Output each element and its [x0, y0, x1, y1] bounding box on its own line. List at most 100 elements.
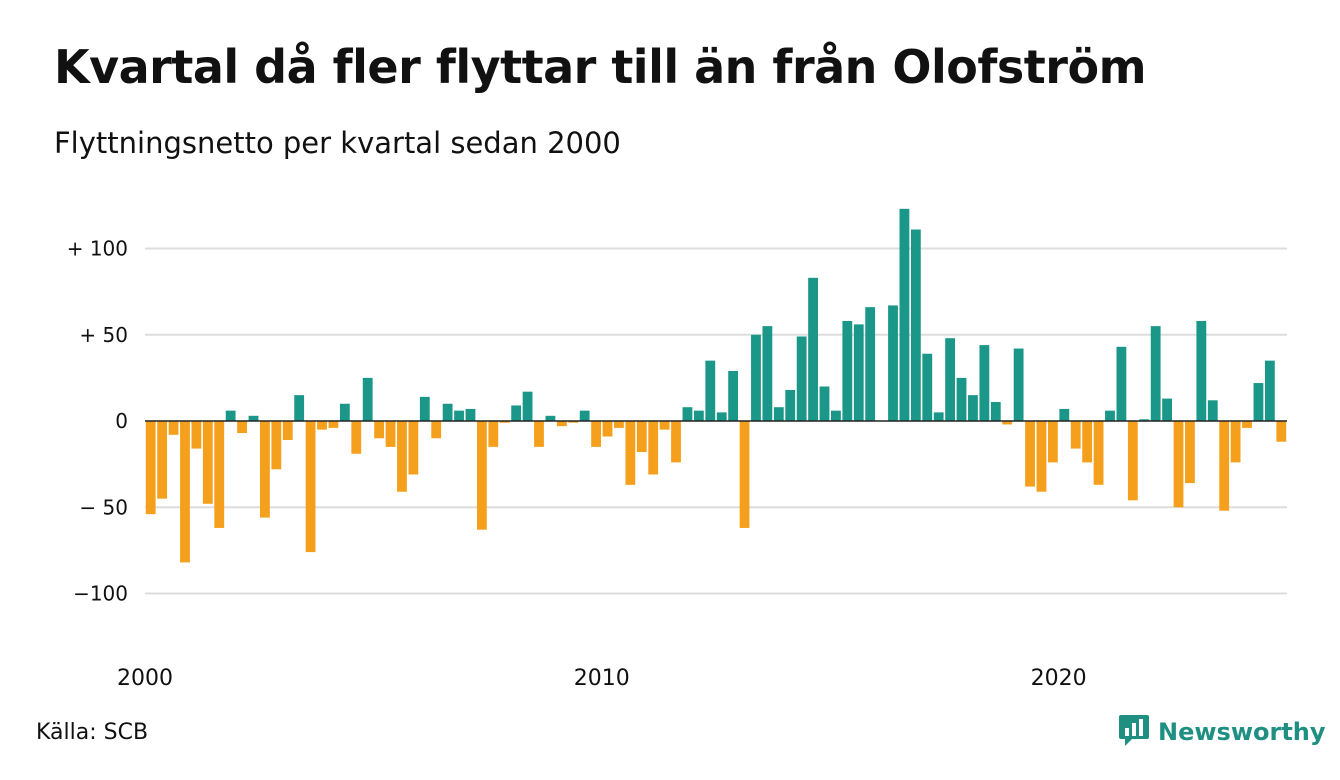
bar [1150, 326, 1161, 422]
bar [716, 412, 727, 422]
bar [191, 421, 202, 449]
bar [979, 345, 990, 421]
bar [499, 421, 510, 423]
bar [237, 421, 247, 434]
bar [865, 307, 876, 421]
bar [1116, 346, 1127, 421]
bar [922, 353, 933, 421]
brand-name: Newsworthy [1158, 718, 1326, 746]
bar [431, 421, 442, 439]
bars [145, 208, 1287, 563]
bar [180, 421, 190, 563]
bar [1105, 410, 1115, 421]
x-tick-label: 2010 [574, 666, 630, 691]
x-axis-ticks: 2000 2010 2020 [117, 666, 1087, 691]
bar [1059, 408, 1070, 422]
bar [1162, 398, 1172, 421]
source-note: Källa: SCB [36, 720, 149, 745]
bar [751, 334, 761, 421]
bar [157, 421, 168, 499]
bar [271, 421, 282, 470]
bar [545, 415, 556, 421]
bar [990, 402, 1001, 422]
bar [762, 326, 773, 422]
bar [522, 391, 533, 422]
bar [1276, 421, 1287, 442]
bar [1242, 421, 1252, 428]
bar [1093, 421, 1104, 485]
bar [968, 395, 978, 422]
bar [1082, 421, 1093, 463]
bar [796, 336, 807, 421]
bar [442, 403, 453, 421]
bar [294, 395, 305, 422]
bar [374, 421, 385, 439]
bar [899, 208, 910, 421]
bar [362, 377, 373, 422]
bar [397, 421, 407, 492]
bar [385, 421, 396, 447]
bar [1025, 421, 1035, 487]
bar [945, 338, 956, 421]
bar [1036, 421, 1047, 492]
bar [614, 421, 624, 428]
bar [339, 403, 350, 421]
bar [511, 405, 522, 421]
bar [831, 410, 841, 421]
bar [1207, 400, 1218, 421]
bar [579, 410, 590, 421]
bar [659, 421, 670, 430]
bar [1230, 421, 1241, 463]
bar [488, 421, 499, 447]
bar [693, 410, 704, 421]
y-tick-label: + 50 [79, 323, 128, 347]
x-tick-label: 2020 [1031, 666, 1087, 691]
bar [214, 421, 225, 528]
bar [1013, 348, 1024, 421]
newsworthy-logo[interactable]: Newsworthy [1118, 713, 1326, 751]
bar [476, 421, 487, 530]
bar [636, 421, 647, 453]
bar [248, 415, 259, 421]
bar [419, 396, 430, 421]
y-axis-ticks: + 100 + 50 0 − 50 −100 [67, 237, 128, 606]
bar [1173, 421, 1184, 508]
newsworthy-chat-chart-icon [1118, 713, 1150, 751]
bar [819, 386, 830, 421]
bar [1253, 383, 1264, 421]
bar [671, 421, 681, 463]
bar [933, 412, 944, 422]
bar [602, 421, 613, 437]
bar [705, 360, 716, 422]
bar [739, 421, 750, 528]
y-tick-label: 0 [115, 409, 128, 433]
bar [351, 421, 362, 454]
y-tick-label: −100 [73, 582, 128, 606]
y-tick-label: − 50 [79, 495, 128, 519]
chart-subtitle: Flyttningsnetto per kvartal sedan 2000 [54, 126, 621, 160]
bar [773, 407, 784, 421]
bar [556, 421, 567, 427]
bar [145, 421, 156, 515]
bar [534, 421, 544, 447]
bar [853, 324, 864, 421]
bar [682, 407, 693, 421]
bar [648, 421, 659, 475]
bar [728, 370, 739, 421]
bar [1047, 421, 1058, 463]
bar [910, 229, 921, 421]
bar [808, 277, 818, 421]
bar [202, 421, 213, 504]
bar [1185, 421, 1195, 484]
bar [1219, 421, 1230, 511]
grid-lines [145, 247, 1287, 595]
bar [317, 421, 327, 430]
bar [1196, 320, 1207, 421]
bar [282, 421, 293, 440]
y-tick-label: + 100 [67, 237, 128, 261]
x-tick-label: 2000 [117, 666, 173, 691]
bar [465, 408, 476, 422]
bar-chart: + 100 + 50 0 − 50 −100 2000 2010 2020 [67, 208, 1287, 691]
bar [454, 410, 464, 421]
bar [260, 421, 270, 518]
